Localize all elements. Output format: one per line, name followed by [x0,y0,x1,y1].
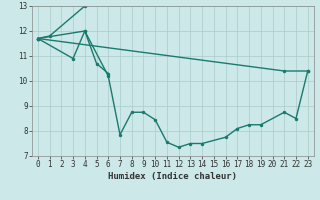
X-axis label: Humidex (Indice chaleur): Humidex (Indice chaleur) [108,172,237,181]
